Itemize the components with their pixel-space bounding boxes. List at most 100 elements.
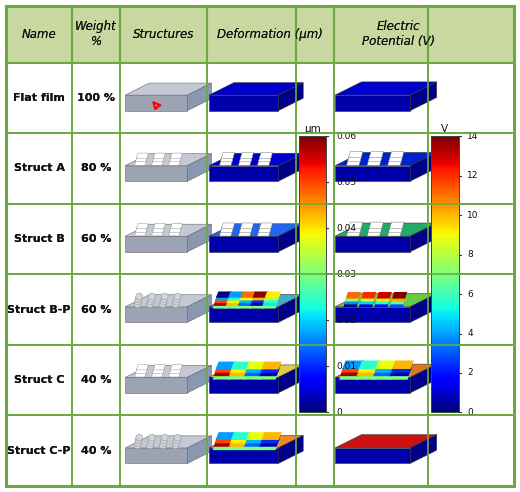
Polygon shape	[368, 226, 383, 232]
Bar	[431, 370, 459, 373]
Bar	[6, 204, 514, 275]
Bar	[298, 145, 326, 148]
Bar	[431, 223, 459, 226]
Bar	[298, 334, 326, 337]
Text: 60 %: 60 %	[81, 234, 111, 244]
Polygon shape	[335, 377, 410, 393]
Bar	[431, 219, 459, 221]
Polygon shape	[125, 154, 212, 166]
Polygon shape	[125, 295, 212, 307]
Bar	[431, 136, 459, 139]
Bar	[298, 359, 326, 362]
Bar	[6, 275, 514, 345]
Polygon shape	[209, 365, 303, 377]
Text: Name: Name	[22, 28, 56, 41]
Polygon shape	[209, 236, 278, 252]
Polygon shape	[388, 155, 403, 162]
Bar	[431, 161, 459, 164]
Polygon shape	[136, 153, 148, 158]
Bar	[298, 378, 326, 380]
Text: 100 %: 100 %	[77, 93, 115, 103]
Text: Electric
Potential (V): Electric Potential (V)	[362, 20, 435, 48]
Bar	[298, 288, 326, 290]
Polygon shape	[240, 223, 254, 229]
Polygon shape	[135, 372, 147, 377]
Polygon shape	[372, 371, 394, 380]
Bar	[298, 258, 326, 260]
Bar	[298, 244, 326, 246]
Polygon shape	[346, 159, 361, 165]
Polygon shape	[335, 364, 437, 377]
Bar	[298, 180, 326, 182]
Polygon shape	[187, 83, 212, 111]
Bar	[431, 320, 459, 323]
Polygon shape	[369, 363, 384, 369]
Polygon shape	[259, 364, 272, 370]
Polygon shape	[209, 294, 303, 307]
Polygon shape	[125, 448, 187, 463]
Polygon shape	[243, 442, 264, 450]
Bar	[298, 166, 326, 168]
Text: 0.04: 0.04	[336, 224, 357, 233]
Bar	[298, 136, 326, 412]
Circle shape	[147, 301, 153, 308]
Polygon shape	[125, 166, 187, 181]
Polygon shape	[217, 301, 230, 307]
Polygon shape	[258, 368, 271, 373]
Polygon shape	[214, 369, 234, 376]
Bar	[298, 177, 326, 180]
Bar	[298, 382, 326, 385]
Polygon shape	[388, 371, 411, 380]
Polygon shape	[246, 299, 260, 305]
Text: Struct B: Struct B	[14, 234, 64, 244]
Polygon shape	[375, 298, 390, 305]
Bar	[298, 246, 326, 249]
Polygon shape	[228, 442, 248, 450]
Bar	[298, 253, 326, 256]
Polygon shape	[358, 364, 380, 372]
Polygon shape	[125, 95, 187, 111]
Polygon shape	[368, 155, 383, 162]
Text: Struct C-P: Struct C-P	[7, 446, 71, 456]
Bar	[298, 405, 326, 408]
Bar	[431, 369, 459, 371]
Circle shape	[136, 434, 142, 441]
Bar	[431, 378, 459, 380]
Text: 10: 10	[467, 211, 479, 219]
Polygon shape	[152, 369, 164, 373]
Bar	[431, 189, 459, 191]
Bar	[431, 313, 459, 316]
Bar	[431, 288, 459, 290]
Polygon shape	[335, 95, 410, 111]
Text: Electric
Potential (V): Electric Potential (V)	[362, 20, 435, 48]
Bar	[431, 145, 459, 148]
Bar	[298, 394, 326, 397]
Bar	[298, 297, 326, 300]
Polygon shape	[261, 296, 275, 302]
Polygon shape	[348, 363, 363, 369]
Circle shape	[160, 298, 167, 305]
Bar	[431, 308, 459, 311]
Polygon shape	[335, 82, 437, 95]
Polygon shape	[227, 297, 243, 303]
Polygon shape	[258, 227, 271, 232]
Bar	[431, 325, 459, 327]
Text: Weight
%: Weight %	[75, 20, 117, 48]
Circle shape	[161, 437, 167, 444]
Polygon shape	[246, 362, 266, 369]
Bar	[431, 392, 459, 394]
Bar	[298, 226, 326, 228]
Polygon shape	[227, 294, 243, 301]
Polygon shape	[373, 368, 395, 376]
Bar	[298, 143, 326, 146]
Text: V: V	[441, 124, 448, 134]
Polygon shape	[238, 371, 252, 377]
Bar	[6, 62, 514, 133]
Polygon shape	[136, 223, 148, 229]
Polygon shape	[389, 301, 405, 308]
Bar	[431, 385, 459, 387]
Polygon shape	[219, 160, 232, 165]
Polygon shape	[214, 300, 230, 306]
Polygon shape	[369, 152, 384, 158]
Bar	[298, 168, 326, 171]
